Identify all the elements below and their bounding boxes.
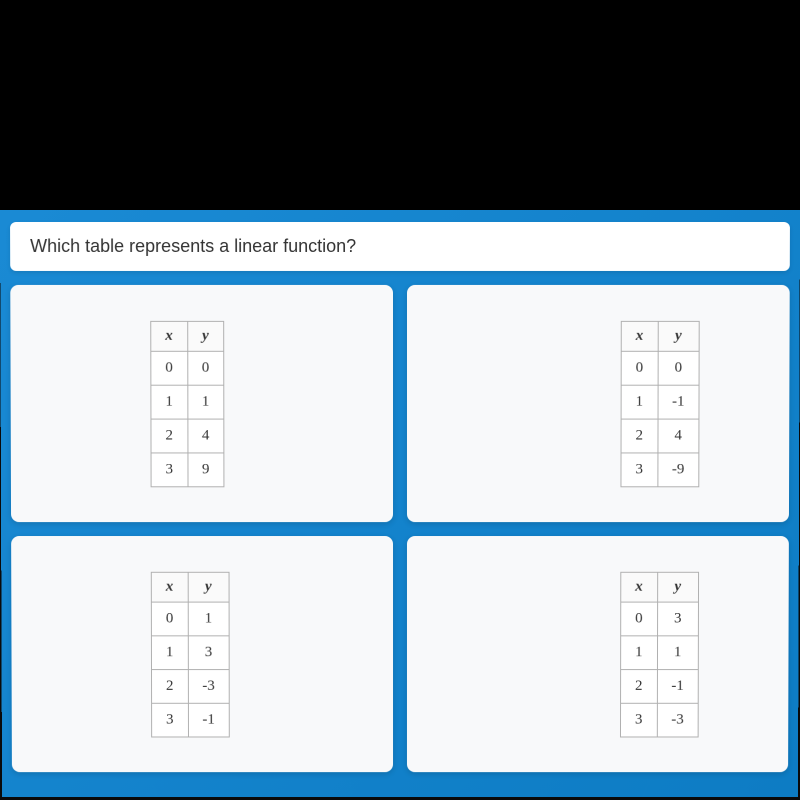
col-header-y: y	[657, 572, 698, 602]
col-header-y: y	[188, 572, 229, 602]
table-row: 11	[151, 385, 224, 419]
col-header-x: x	[621, 572, 657, 602]
table-row: 01	[151, 602, 229, 636]
question-bar: Which table represents a linear function…	[10, 222, 790, 271]
table-row: 2-1	[621, 669, 699, 703]
option-card-4[interactable]: x y 03 11 2-1 3-3	[407, 536, 789, 772]
table-row: 3-1	[152, 703, 230, 737]
table-row: 39	[151, 452, 224, 486]
option-card-2[interactable]: x y 00 1-1 24 3-9	[407, 285, 790, 522]
data-table-3: x y 01 13 2-3 3-1	[151, 571, 230, 737]
data-table-2: x y 00 1-1 24 3-9	[620, 320, 699, 486]
question-text: Which table represents a linear function…	[30, 236, 356, 256]
col-header-x: x	[151, 572, 187, 602]
table-row: 13	[151, 635, 229, 669]
options-grid: x y 00 11 24 39 x y 00 1-1 24 3-9	[10, 285, 789, 772]
col-header-x: x	[151, 321, 188, 351]
option-card-1[interactable]: x y 00 11 24 39	[10, 285, 393, 522]
table-row: 3-3	[620, 703, 698, 737]
table-row: 3-9	[621, 452, 699, 486]
col-header-y: y	[658, 321, 700, 351]
table-row: 24	[621, 419, 699, 453]
data-table-4: x y 03 11 2-1 3-3	[620, 571, 699, 737]
col-header-y: y	[187, 321, 224, 351]
table-row: 03	[621, 602, 699, 636]
table-row: 11	[621, 635, 699, 669]
data-table-1: x y 00 11 24 39	[150, 320, 224, 486]
table-row: 00	[621, 351, 699, 385]
quiz-screen: Which table represents a linear function…	[0, 210, 800, 797]
table-row: 1-1	[621, 385, 699, 419]
table-row: 2-3	[151, 669, 229, 703]
table-row: 24	[151, 419, 224, 453]
col-header-x: x	[621, 321, 658, 351]
top-black-bar	[0, 0, 800, 210]
option-card-3[interactable]: x y 01 13 2-3 3-1	[11, 536, 393, 772]
table-row: 00	[151, 351, 224, 385]
